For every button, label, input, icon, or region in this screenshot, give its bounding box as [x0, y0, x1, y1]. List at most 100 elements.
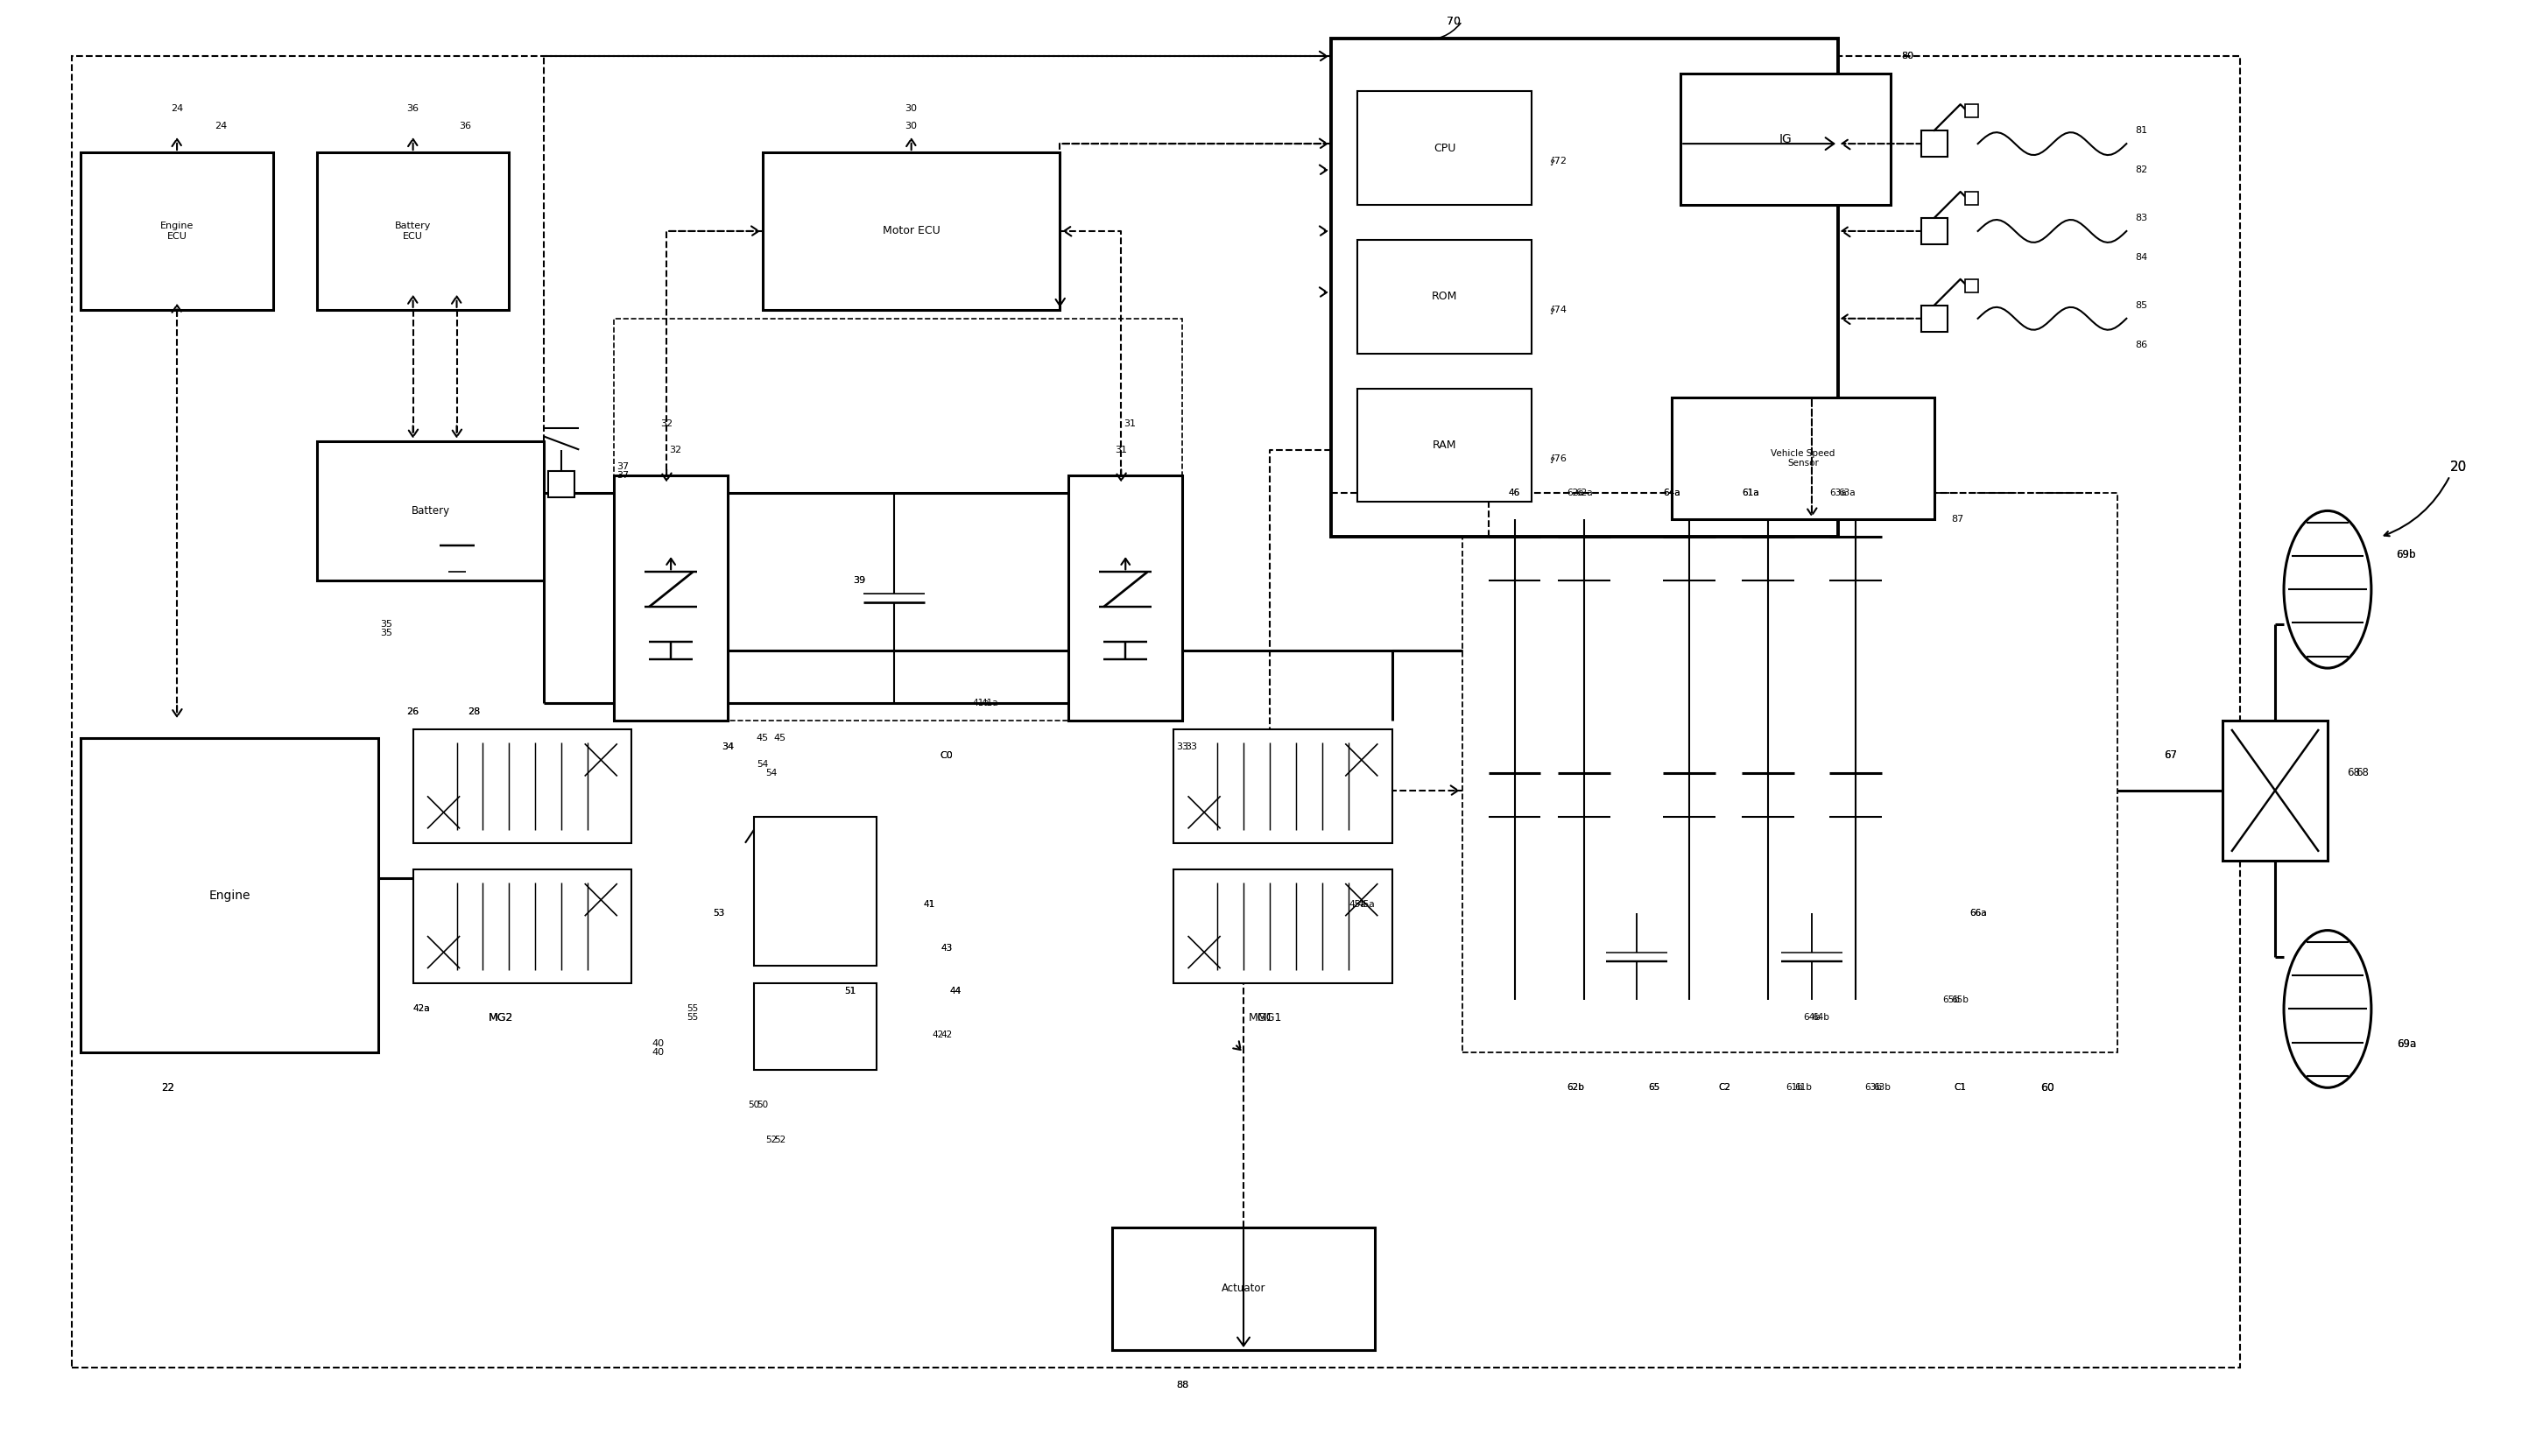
Text: 22: 22	[161, 1082, 174, 1093]
Text: C2: C2	[1717, 1083, 1730, 1092]
Text: 83: 83	[2136, 214, 2149, 223]
Text: CPU: CPU	[1432, 143, 1455, 154]
Text: 28: 28	[469, 708, 479, 716]
Text: 41: 41	[923, 900, 936, 909]
Text: 26: 26	[406, 708, 419, 716]
Text: 41a: 41a	[981, 699, 999, 708]
Text: 69b: 69b	[2396, 549, 2416, 561]
Text: 66a: 66a	[1970, 909, 1987, 917]
Text: 51: 51	[845, 987, 855, 996]
Text: 30: 30	[905, 105, 918, 114]
Text: RAM: RAM	[1432, 440, 1458, 451]
Text: 40: 40	[651, 1048, 663, 1057]
Text: 55: 55	[686, 1005, 699, 1013]
Text: 45a: 45a	[1357, 900, 1374, 909]
Text: 42a: 42a	[414, 1005, 431, 1013]
FancyBboxPatch shape	[613, 476, 729, 721]
Text: 46: 46	[1508, 489, 1521, 498]
Text: 46: 46	[1508, 489, 1521, 498]
FancyBboxPatch shape	[1112, 1227, 1374, 1350]
Text: 45a: 45a	[1349, 900, 1367, 909]
Text: 44: 44	[948, 987, 961, 996]
Text: 24: 24	[171, 105, 184, 114]
Text: C1: C1	[1955, 1083, 1967, 1092]
Text: 69b: 69b	[2396, 549, 2416, 561]
Text: 70: 70	[1445, 16, 1460, 28]
Text: 67: 67	[2164, 750, 2176, 761]
Text: MG1: MG1	[1258, 1012, 1281, 1024]
Text: 34: 34	[721, 743, 734, 751]
Text: 36: 36	[406, 105, 419, 114]
Text: 62b: 62b	[1566, 1083, 1584, 1092]
Text: ROM: ROM	[1432, 291, 1458, 303]
Text: 64a: 64a	[1665, 489, 1680, 498]
Text: ∲72: ∲72	[1549, 157, 1566, 166]
Text: 65b: 65b	[1952, 996, 1970, 1005]
Text: 43: 43	[941, 943, 953, 952]
Text: 67: 67	[2164, 750, 2176, 761]
Text: C0: C0	[941, 751, 953, 760]
Text: Motor ECU: Motor ECU	[883, 226, 941, 237]
Text: 60: 60	[2040, 1082, 2055, 1093]
FancyBboxPatch shape	[762, 153, 1059, 310]
Text: MG2: MG2	[487, 1012, 512, 1024]
Text: Engine
ECU: Engine ECU	[161, 221, 194, 240]
Text: 86: 86	[2136, 341, 2149, 349]
Text: 31: 31	[1115, 446, 1127, 454]
FancyBboxPatch shape	[1922, 218, 1947, 245]
Text: 52: 52	[774, 1136, 787, 1144]
Text: 28: 28	[469, 708, 479, 716]
Text: 52: 52	[767, 1136, 777, 1144]
Text: 36: 36	[459, 122, 472, 131]
Text: 70: 70	[1445, 16, 1460, 28]
Text: 62a: 62a	[1576, 489, 1594, 498]
Text: ∲76: ∲76	[1549, 454, 1566, 463]
Text: 45: 45	[757, 734, 769, 743]
Text: 63b: 63b	[1874, 1083, 1892, 1092]
Text: Engine: Engine	[209, 890, 250, 901]
FancyBboxPatch shape	[1332, 39, 1839, 537]
Text: C1: C1	[1955, 1083, 1967, 1092]
Text: 41: 41	[923, 900, 936, 909]
Text: 63b: 63b	[1864, 1083, 1881, 1092]
Text: MG2: MG2	[487, 1012, 512, 1024]
FancyBboxPatch shape	[547, 472, 575, 498]
Text: 40: 40	[651, 1040, 663, 1048]
Text: IG: IG	[1778, 132, 1793, 146]
Text: 32: 32	[668, 446, 681, 454]
Text: 62b: 62b	[1566, 1083, 1584, 1092]
FancyBboxPatch shape	[1922, 131, 1947, 157]
Text: 54: 54	[767, 769, 777, 778]
Text: 63a: 63a	[1828, 489, 1846, 498]
Text: 88: 88	[1175, 1380, 1188, 1389]
Text: C0: C0	[941, 751, 953, 760]
Text: 64b: 64b	[1811, 1013, 1828, 1022]
Text: 62a: 62a	[1566, 489, 1584, 498]
Text: 24: 24	[214, 122, 227, 131]
Text: 85: 85	[2136, 301, 2149, 310]
FancyBboxPatch shape	[1922, 306, 1947, 332]
Text: 65: 65	[1649, 1083, 1659, 1092]
FancyBboxPatch shape	[414, 729, 630, 843]
Text: 53: 53	[714, 909, 724, 917]
FancyBboxPatch shape	[1965, 192, 1977, 205]
FancyBboxPatch shape	[1672, 397, 1934, 520]
Text: 44: 44	[948, 987, 961, 996]
Text: 65: 65	[1649, 1083, 1659, 1092]
FancyBboxPatch shape	[754, 817, 875, 965]
Text: 68: 68	[2348, 767, 2361, 779]
Text: 50: 50	[749, 1101, 759, 1109]
Text: 33: 33	[1175, 743, 1188, 751]
FancyBboxPatch shape	[1357, 240, 1531, 354]
Text: 51: 51	[845, 987, 855, 996]
Text: 65b: 65b	[1942, 996, 1960, 1005]
Text: 84: 84	[2136, 253, 2149, 262]
FancyBboxPatch shape	[1173, 729, 1392, 843]
Text: 55: 55	[686, 1013, 699, 1022]
Text: 80: 80	[1902, 52, 1914, 61]
Text: 37: 37	[615, 463, 628, 472]
Text: 82: 82	[2136, 166, 2149, 175]
FancyBboxPatch shape	[1965, 280, 1977, 293]
Text: Battery: Battery	[411, 505, 449, 517]
FancyBboxPatch shape	[318, 153, 509, 310]
